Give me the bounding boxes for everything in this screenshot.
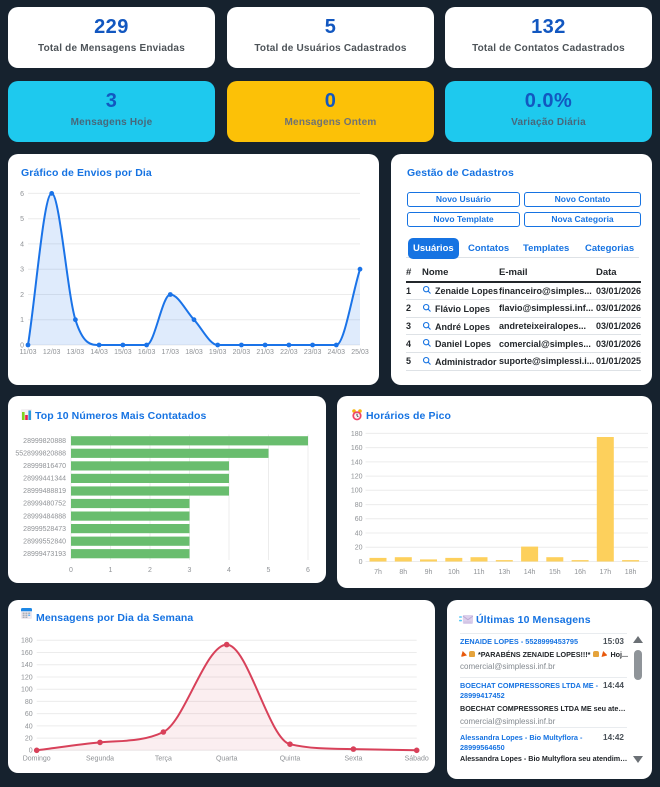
svg-text:100: 100 xyxy=(21,687,33,694)
svg-text:14/03: 14/03 xyxy=(90,349,108,356)
svg-text:100: 100 xyxy=(351,488,363,495)
svg-text:3: 3 xyxy=(188,567,192,574)
svg-text:18h: 18h xyxy=(625,569,637,576)
svg-text:28999441344: 28999441344 xyxy=(23,476,66,483)
svg-text:80: 80 xyxy=(355,502,363,509)
svg-text:16h: 16h xyxy=(574,569,586,576)
svg-text:25/03: 25/03 xyxy=(351,349,369,356)
svg-text:28999528473: 28999528473 xyxy=(23,526,66,533)
svg-text:2: 2 xyxy=(20,292,24,299)
svg-text:1: 1 xyxy=(109,567,113,574)
svg-text:5528999820888: 5528999820888 xyxy=(15,451,66,458)
svg-text:5: 5 xyxy=(20,216,24,223)
svg-text:20: 20 xyxy=(355,545,363,552)
svg-text:9h: 9h xyxy=(425,569,433,576)
svg-text:160: 160 xyxy=(21,650,33,657)
svg-text:28999488819: 28999488819 xyxy=(23,488,66,495)
svg-text:17/03: 17/03 xyxy=(162,349,180,356)
svg-text:28999820888: 28999820888 xyxy=(23,438,66,445)
svg-text:120: 120 xyxy=(351,474,363,481)
svg-text:19/03: 19/03 xyxy=(209,349,227,356)
svg-text:24/03: 24/03 xyxy=(328,349,346,356)
svg-text:16/03: 16/03 xyxy=(138,349,156,356)
svg-text:17h: 17h xyxy=(599,569,611,576)
svg-text:13/03: 13/03 xyxy=(67,349,85,356)
svg-text:15/03: 15/03 xyxy=(114,349,132,356)
svg-text:140: 140 xyxy=(21,662,33,669)
svg-text:28999480752: 28999480752 xyxy=(23,501,66,508)
svg-text:4: 4 xyxy=(227,567,231,574)
svg-text:140: 140 xyxy=(351,459,363,466)
svg-text:40: 40 xyxy=(25,723,33,730)
svg-text:60: 60 xyxy=(355,516,363,523)
svg-text:0: 0 xyxy=(29,748,33,755)
svg-text:20/03: 20/03 xyxy=(233,349,251,356)
svg-text:15h: 15h xyxy=(549,569,561,576)
svg-text:14h: 14h xyxy=(524,569,536,576)
svg-text:6: 6 xyxy=(306,567,310,574)
svg-text:0: 0 xyxy=(20,343,24,350)
svg-text:1: 1 xyxy=(20,317,24,324)
svg-text:160: 160 xyxy=(351,445,363,452)
svg-text:28999473193: 28999473193 xyxy=(23,551,66,558)
svg-text:40: 40 xyxy=(355,530,363,537)
svg-text:60: 60 xyxy=(25,711,33,718)
svg-text:28999484888: 28999484888 xyxy=(23,513,66,520)
svg-text:6: 6 xyxy=(20,191,24,198)
svg-text:Domingo: Domingo xyxy=(23,756,51,763)
svg-text:Segunda: Segunda xyxy=(86,756,114,763)
svg-text:23/03: 23/03 xyxy=(304,349,322,356)
svg-text:5: 5 xyxy=(267,567,271,574)
svg-text:4: 4 xyxy=(20,241,24,248)
svg-text:2: 2 xyxy=(148,567,152,574)
svg-text:21/03: 21/03 xyxy=(256,349,274,356)
svg-text:11h: 11h xyxy=(473,569,484,576)
svg-text:3: 3 xyxy=(20,267,24,274)
svg-text:13h: 13h xyxy=(498,569,510,576)
svg-text:28999816470: 28999816470 xyxy=(23,463,66,470)
svg-text:8h: 8h xyxy=(399,569,407,576)
svg-text:Terça: Terça xyxy=(155,756,172,763)
svg-text:80: 80 xyxy=(25,699,33,706)
svg-text:12/03: 12/03 xyxy=(43,349,61,356)
svg-text:0: 0 xyxy=(69,567,73,574)
svg-text:20: 20 xyxy=(25,736,33,743)
svg-text:180: 180 xyxy=(21,638,33,645)
svg-text:Quarta: Quarta xyxy=(216,756,238,763)
svg-text:Sexta: Sexta xyxy=(344,756,362,763)
svg-text:120: 120 xyxy=(21,674,33,681)
svg-text:7h: 7h xyxy=(374,569,382,576)
svg-text:10h: 10h xyxy=(448,569,460,576)
svg-text:28999552840: 28999552840 xyxy=(23,538,66,545)
svg-text:Quinta: Quinta xyxy=(280,756,301,763)
svg-text:Sábado: Sábado xyxy=(405,756,429,763)
svg-text:0: 0 xyxy=(359,559,363,566)
svg-text:22/03: 22/03 xyxy=(280,349,298,356)
svg-text:18/03: 18/03 xyxy=(185,349,203,356)
svg-text:180: 180 xyxy=(351,431,363,438)
svg-text:11/03: 11/03 xyxy=(20,349,37,356)
